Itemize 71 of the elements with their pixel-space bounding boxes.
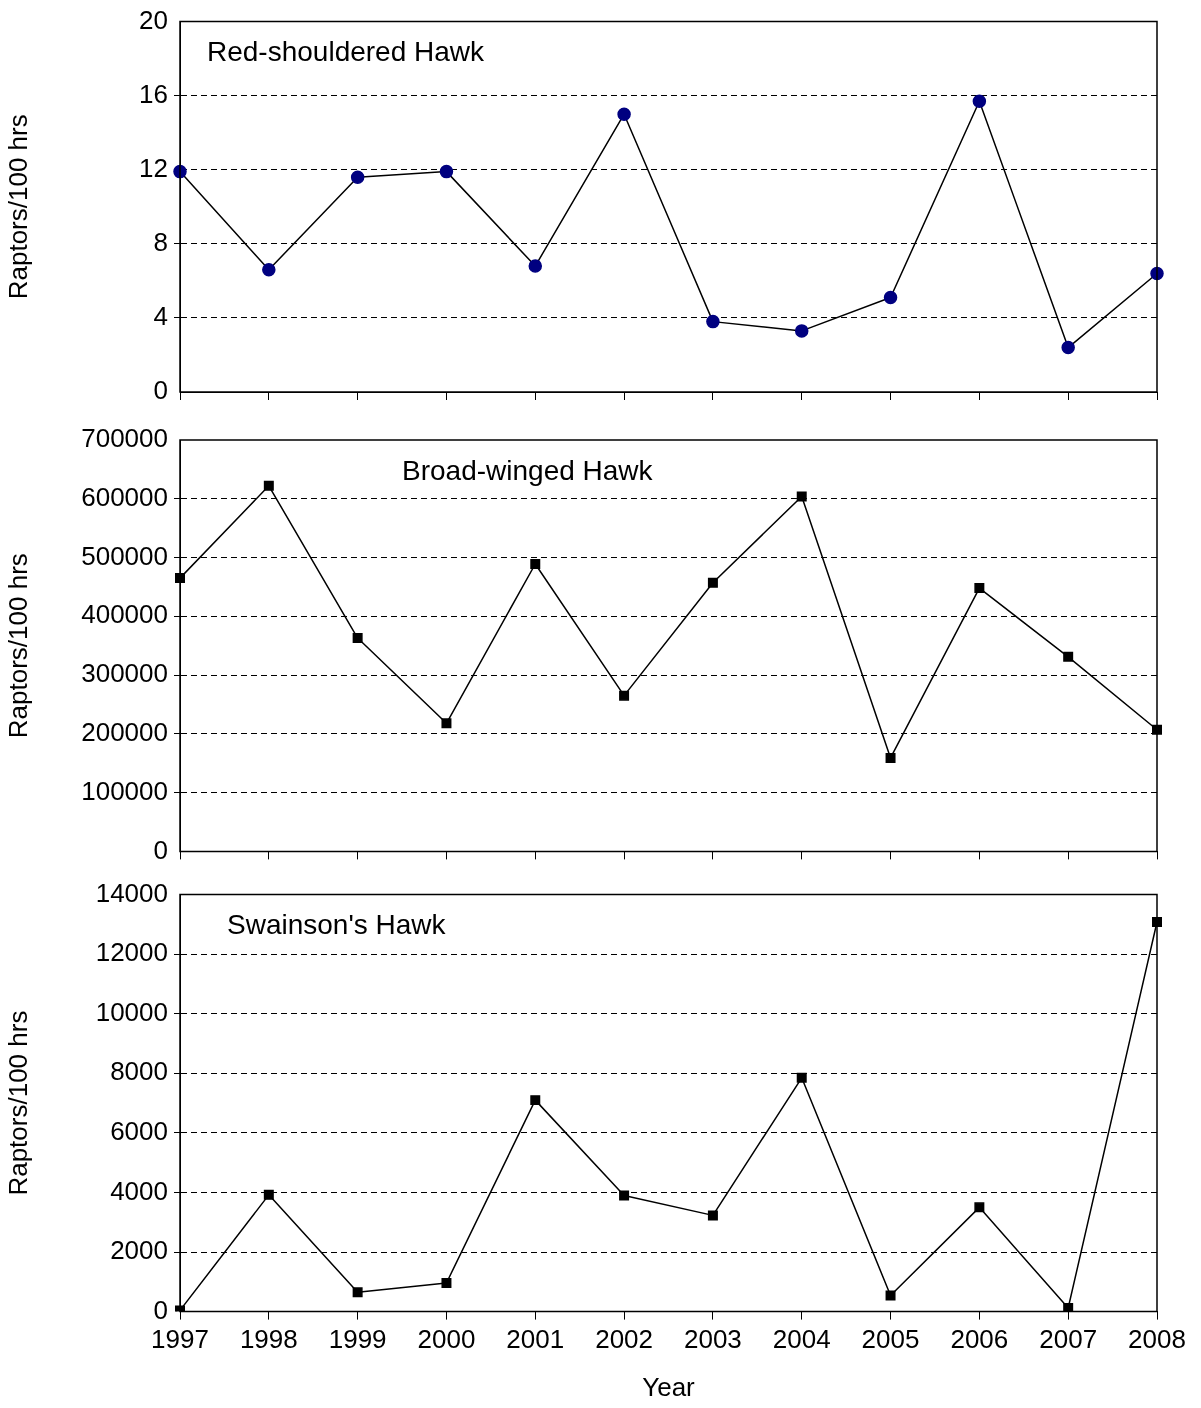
point bbox=[262, 263, 276, 277]
y-tick-label: 16 bbox=[139, 78, 168, 109]
point bbox=[974, 1202, 985, 1213]
x-tick-label: 2004 bbox=[772, 1324, 831, 1355]
point bbox=[619, 690, 630, 701]
point bbox=[263, 1189, 274, 1200]
x-tick-label: 2002 bbox=[595, 1324, 654, 1355]
point bbox=[441, 1278, 452, 1288]
point bbox=[617, 107, 631, 121]
y-tick-label: 600000 bbox=[81, 481, 168, 512]
point bbox=[352, 1287, 363, 1298]
point bbox=[972, 94, 987, 108]
y-axis-title: Raptors/100 hrs bbox=[2, 553, 33, 739]
y-tick-label: 0 bbox=[153, 834, 168, 865]
point bbox=[796, 1072, 807, 1083]
y-tick-label: 20 bbox=[139, 4, 168, 35]
x-tick-label: 2008 bbox=[1128, 1324, 1186, 1355]
y-tick-label: 12 bbox=[139, 152, 168, 183]
point bbox=[263, 480, 274, 491]
text: Red-shouldered Hawk bbox=[207, 36, 486, 68]
point bbox=[796, 491, 807, 502]
x-tick-label: 2007 bbox=[1039, 1324, 1098, 1355]
y-axis-title: Raptors/100 hrs bbox=[2, 1010, 33, 1196]
y-tick-label: 700000 bbox=[81, 423, 168, 454]
point bbox=[707, 577, 718, 588]
point bbox=[885, 1290, 896, 1301]
x-tick-label: 2000 bbox=[417, 1324, 476, 1355]
y-tick-label: 200000 bbox=[81, 717, 168, 748]
y-tick-label: 6000 bbox=[110, 1116, 168, 1147]
point bbox=[530, 1095, 541, 1106]
x-tick-label: 1999 bbox=[328, 1324, 387, 1355]
y-tick-label: 2000 bbox=[110, 1235, 168, 1266]
y-tick-label: 4 bbox=[153, 301, 168, 332]
y-tick-label: 500000 bbox=[81, 540, 168, 571]
point bbox=[441, 718, 452, 729]
y-tick-label: 300000 bbox=[81, 658, 168, 689]
x-tick-label: 2001 bbox=[506, 1324, 565, 1355]
x-tick-label: 1998 bbox=[239, 1324, 298, 1355]
point bbox=[794, 324, 809, 338]
point bbox=[707, 1210, 718, 1221]
x-tick-label: 1997 bbox=[151, 1324, 209, 1355]
y-tick-label: 0 bbox=[153, 1294, 168, 1325]
x-axis-title: Year bbox=[642, 1371, 696, 1402]
point bbox=[883, 290, 898, 305]
point bbox=[619, 1190, 630, 1201]
point bbox=[350, 170, 365, 184]
x-tick-label: 2005 bbox=[861, 1324, 920, 1355]
point bbox=[352, 633, 363, 644]
point bbox=[885, 752, 896, 763]
y-tick-label: 8 bbox=[153, 227, 168, 258]
x-tick-label: 2006 bbox=[950, 1324, 1009, 1355]
text: Broad-winged Hawk bbox=[402, 454, 654, 486]
point bbox=[974, 583, 985, 594]
y-tick-label: 0 bbox=[153, 375, 168, 406]
y-tick-label: 10000 bbox=[95, 996, 168, 1027]
point bbox=[439, 164, 454, 179]
point bbox=[1063, 651, 1074, 662]
y-tick-label: 12000 bbox=[95, 937, 168, 968]
y-tick-label: 100000 bbox=[81, 775, 168, 806]
y-tick-label: 4000 bbox=[110, 1175, 168, 1206]
y-tick-label: 14000 bbox=[95, 877, 168, 908]
point bbox=[528, 259, 543, 273]
text: Swainson's Hawk bbox=[227, 909, 447, 941]
point bbox=[530, 559, 541, 569]
y-tick-label: 400000 bbox=[81, 599, 168, 630]
point bbox=[1061, 340, 1075, 355]
y-axis-title: Raptors/100 hrs bbox=[2, 114, 33, 300]
y-tick-label: 8000 bbox=[110, 1056, 168, 1087]
x-tick-label: 2003 bbox=[683, 1324, 742, 1355]
point bbox=[1063, 1303, 1074, 1312]
point bbox=[706, 314, 720, 329]
